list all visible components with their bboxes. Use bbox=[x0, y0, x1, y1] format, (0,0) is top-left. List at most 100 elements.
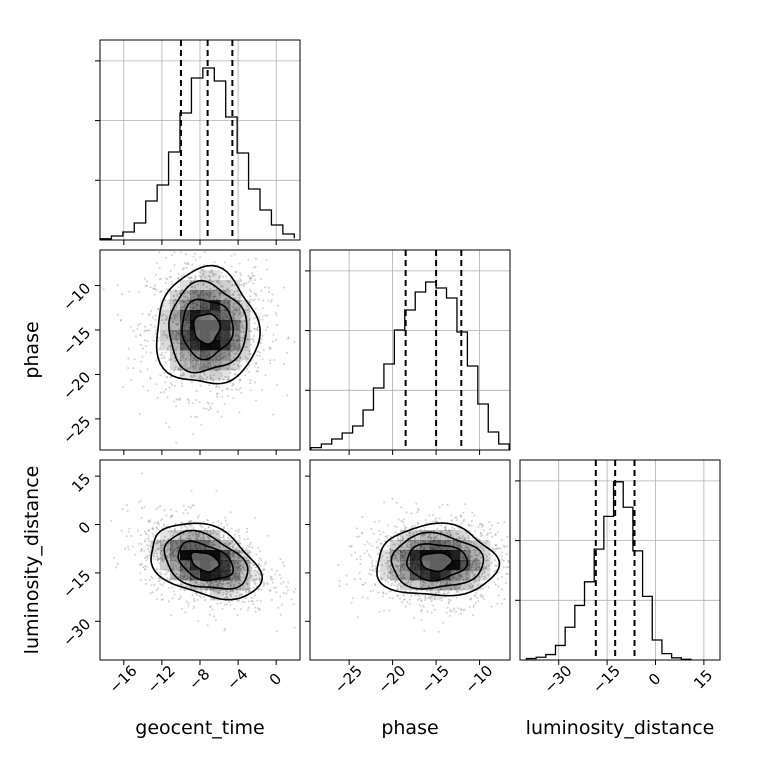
panel-luminosity-distance-vs-phase-sample-point bbox=[450, 519, 453, 522]
panel-luminosity-distance-vs-phase-sample-point bbox=[448, 598, 450, 601]
panel-phase-vs-geocent-time-sample-point bbox=[226, 287, 229, 290]
panel-phase-vs-geocent-time-sample-point bbox=[237, 293, 240, 296]
panel-luminosity-distance-vs-phase-sample-point bbox=[475, 591, 478, 594]
panel-phase-vs-geocent-time-sample-point bbox=[210, 292, 212, 295]
panel-phase-vs-geocent-time-sample-point bbox=[267, 299, 270, 302]
panel-phase-vs-geocent-time-density-cell bbox=[180, 330, 191, 341]
panel-phase-vs-geocent-time-sample-point bbox=[202, 264, 205, 266]
panel-phase-vs-geocent-time-sample-point bbox=[221, 389, 224, 392]
panel-luminosity-distance-vs-phase-sample-point bbox=[471, 511, 474, 514]
panel-phase-vs-geocent-time-sample-point bbox=[253, 327, 256, 330]
panel-phase-vs-geocent-time-sample-point bbox=[209, 377, 212, 380]
panel-luminosity-distance-vs-geocent-time-sample-point bbox=[269, 575, 272, 578]
panel-luminosity-distance-vs-phase-sample-point bbox=[503, 544, 505, 547]
panel-phase-vs-geocent-time-sample-point bbox=[200, 423, 203, 426]
hist-luminosity-distance-frame bbox=[519, 459, 721, 661]
panel-luminosity-distance-vs-geocent-time-sample-point bbox=[238, 537, 241, 540]
panel-phase-vs-geocent-time-contour-2 bbox=[181, 298, 235, 361]
panel-phase-vs-geocent-time-sample-point bbox=[232, 315, 235, 318]
panel-phase-vs-geocent-time-sample-point bbox=[246, 357, 248, 360]
panel-phase-vs-geocent-time-sample-point bbox=[206, 362, 209, 365]
panel-phase-vs-geocent-time-sample-point bbox=[238, 307, 241, 310]
panel-luminosity-distance-vs-geocent-time-sample-point bbox=[207, 519, 209, 522]
panel-phase-vs-geocent-time-sample-point bbox=[261, 318, 264, 321]
panel-phase-vs-geocent-time-sample-point bbox=[158, 267, 161, 270]
panel-phase-vs-geocent-time-sample-point bbox=[265, 258, 268, 261]
panel-luminosity-distance-vs-phase-sample-point bbox=[403, 524, 406, 527]
panel-phase-vs-geocent-time-sample-point bbox=[181, 356, 184, 359]
panel-phase-vs-geocent-time-sample-point bbox=[258, 318, 261, 321]
panel-phase-vs-geocent-time-sample-point bbox=[248, 276, 251, 279]
panel-luminosity-distance-vs-phase-sample-point bbox=[374, 565, 377, 568]
panel-phase-vs-geocent-time-sample-point bbox=[210, 377, 213, 380]
panel-luminosity-distance-vs-phase-sample-point bbox=[440, 524, 443, 527]
panel-phase-vs-geocent-time-sample-point bbox=[242, 331, 245, 334]
panel-phase-vs-geocent-time-sample-point bbox=[191, 365, 194, 368]
panel-phase-vs-geocent-time-sample-point bbox=[183, 273, 186, 276]
panel-luminosity-distance-vs-phase-sample-point bbox=[433, 608, 436, 611]
panel-phase-vs-geocent-time-sample-point bbox=[148, 314, 151, 317]
panel-luminosity-distance-vs-geocent-time-sample-point bbox=[271, 581, 274, 584]
panel-luminosity-distance-vs-phase-sample-point bbox=[368, 542, 371, 545]
panel-luminosity-distance-vs-phase-sample-point bbox=[376, 552, 379, 555]
panel-phase-vs-geocent-time-sample-point bbox=[176, 305, 179, 308]
panel-luminosity-distance-vs-geocent-time-sample-point bbox=[168, 586, 170, 589]
panel-phase-vs-geocent-time-sample-point bbox=[237, 336, 240, 339]
panel-phase-vs-geocent-time-sample-point bbox=[219, 292, 222, 294]
panel-luminosity-distance-vs-geocent-time-sample-point bbox=[193, 605, 196, 608]
panel-phase-vs-geocent-time-sample-point bbox=[178, 321, 181, 324]
panel-luminosity-distance-vs-geocent-time-sample-point bbox=[204, 591, 207, 594]
panel-phase-vs-geocent-time-sample-point bbox=[249, 277, 252, 280]
panel-phase-vs-geocent-time-sample-point bbox=[252, 299, 255, 302]
panel-luminosity-distance-vs-geocent-time-sample-point bbox=[141, 507, 144, 509]
panel-phase-vs-geocent-time-sample-point bbox=[223, 290, 226, 293]
panel-luminosity-distance-vs-phase-sample-point bbox=[356, 527, 358, 530]
panel-luminosity-distance-vs-phase-density-cell bbox=[470, 580, 481, 591]
panel-phase-vs-geocent-time-sample-point bbox=[146, 280, 149, 283]
panel-luminosity-distance-vs-geocent-time-sample-point bbox=[195, 535, 198, 538]
panel-phase-vs-geocent-time-contour-3 bbox=[168, 279, 248, 374]
panel-phase-vs-geocent-time-sample-point bbox=[232, 303, 235, 306]
panel-luminosity-distance-vs-geocent-time-sample-point bbox=[235, 580, 238, 583]
phase-y-tick-label: −20 bbox=[59, 368, 94, 403]
panel-luminosity-distance-vs-phase-sample-point bbox=[494, 550, 496, 553]
panel-luminosity-distance-vs-phase-sample-point bbox=[432, 604, 435, 607]
panel-luminosity-distance-vs-phase-sample-point bbox=[449, 614, 451, 617]
panel-luminosity-distance-vs-geocent-time-sample-point bbox=[155, 568, 158, 571]
panel-phase-vs-geocent-time-density-cell bbox=[160, 320, 171, 331]
panel-phase-vs-geocent-time-sample-point bbox=[182, 295, 185, 297]
panel-luminosity-distance-vs-phase-sample-point bbox=[353, 578, 356, 581]
panel-phase-vs-geocent-time-sample-point bbox=[262, 349, 265, 352]
panel-phase-vs-geocent-time-sample-point bbox=[234, 388, 237, 391]
panel-phase-vs-geocent-time-density-cell bbox=[220, 280, 231, 291]
panel-phase-vs-geocent-time-sample-point bbox=[182, 301, 185, 304]
panel-luminosity-distance-vs-phase-sample-point bbox=[462, 520, 465, 523]
panel-phase-vs-geocent-time-sample-point bbox=[257, 366, 260, 369]
panel-phase-vs-geocent-time-sample-point bbox=[217, 291, 220, 294]
panel-phase-vs-geocent-time-sample-point bbox=[276, 324, 279, 326]
panel-luminosity-distance-vs-phase-sample-point bbox=[494, 533, 497, 536]
panel-luminosity-distance-vs-phase-sample-point bbox=[500, 602, 503, 605]
panel-phase-vs-geocent-time-sample-point bbox=[239, 311, 242, 313]
panel-luminosity-distance-vs-geocent-time-sample-point bbox=[279, 558, 282, 561]
panel-luminosity-distance-vs-geocent-time-sample-point bbox=[160, 593, 163, 596]
panel-luminosity-distance-vs-geocent-time-sample-point bbox=[144, 557, 147, 560]
panel-phase-vs-geocent-time-sample-point bbox=[168, 298, 171, 301]
panel-phase-vs-geocent-time-sample-point bbox=[233, 342, 236, 345]
panel-luminosity-distance-vs-geocent-time-sample-point bbox=[186, 527, 189, 529]
panel-luminosity-distance-vs-geocent-time-sample-point bbox=[173, 590, 175, 593]
panel-luminosity-distance-vs-geocent-time-sample-point bbox=[140, 550, 143, 553]
panel-luminosity-distance-vs-phase-sample-point bbox=[380, 542, 382, 545]
panel-luminosity-distance-vs-geocent-time-sample-point bbox=[248, 600, 250, 603]
panel-phase-vs-geocent-time-sample-point bbox=[255, 294, 258, 297]
panel-luminosity-distance-vs-geocent-time-sample-point bbox=[235, 573, 238, 576]
panel-phase-vs-geocent-time-sample-point bbox=[232, 317, 235, 320]
panel-phase-vs-geocent-time-sample-point bbox=[211, 291, 214, 294]
panel-luminosity-distance-vs-phase-sample-point bbox=[442, 621, 445, 624]
panel-phase-vs-geocent-time-sample-point bbox=[239, 294, 242, 297]
panel-luminosity-distance-vs-geocent-time-sample-point bbox=[239, 608, 242, 611]
panel-phase-vs-geocent-time-density-cell bbox=[230, 300, 241, 311]
panel-phase-vs-geocent-time-sample-point bbox=[153, 325, 156, 328]
panel-phase-vs-geocent-time-sample-point bbox=[178, 292, 181, 295]
panel-phase-vs-geocent-time-density-cell bbox=[220, 350, 231, 361]
